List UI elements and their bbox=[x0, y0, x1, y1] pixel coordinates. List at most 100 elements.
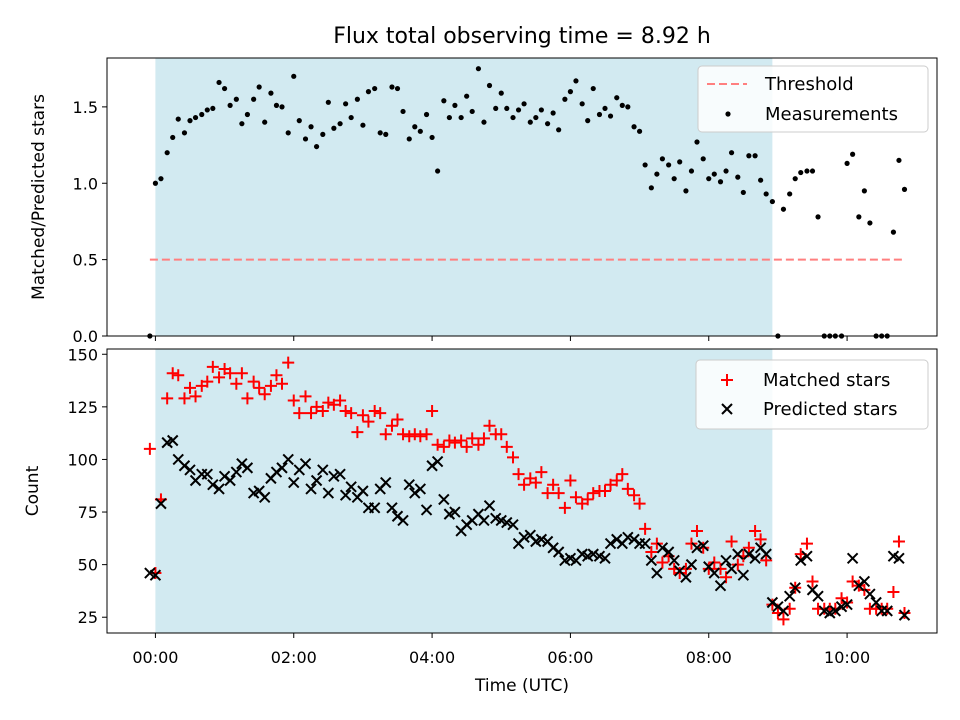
predicted-star-point bbox=[368, 502, 381, 514]
matched-star-point bbox=[483, 419, 496, 432]
top-x-ticks bbox=[154, 336, 848, 341]
top-y-axis-label: Matched/Predicted stars bbox=[29, 94, 49, 300]
matched-star-point bbox=[397, 428, 410, 441]
matched-star-point bbox=[455, 434, 468, 447]
measurement-point bbox=[711, 171, 717, 177]
measurement-point bbox=[700, 156, 706, 162]
bottom-y-tick-label: 50 bbox=[78, 556, 98, 575]
measurement-point bbox=[740, 189, 746, 196]
predicted-star-point bbox=[207, 478, 219, 491]
matched-star-point bbox=[610, 474, 623, 487]
predicted-star-point bbox=[299, 457, 312, 470]
measurement-point bbox=[728, 150, 735, 156]
matched-star-point bbox=[206, 360, 219, 373]
matched-star-point bbox=[172, 369, 185, 382]
measurement-point bbox=[343, 101, 349, 107]
predicted-star-point bbox=[518, 531, 530, 543]
measurement-point bbox=[273, 102, 280, 108]
matched-star-point bbox=[552, 487, 565, 500]
matched-star-point bbox=[645, 546, 658, 559]
matched-star-point bbox=[282, 356, 295, 369]
count-points bbox=[143, 356, 911, 626]
measurement-point bbox=[642, 162, 648, 168]
predicted-star-point bbox=[213, 483, 225, 495]
predicted-star-point bbox=[841, 598, 853, 611]
measurement-point bbox=[498, 90, 504, 96]
measurement-point bbox=[313, 143, 320, 150]
measurement-point bbox=[504, 105, 510, 112]
measurement-point bbox=[596, 111, 603, 118]
matched-star-point bbox=[247, 375, 260, 388]
matched-star-point bbox=[725, 535, 738, 548]
matched-star-point bbox=[391, 413, 404, 426]
predicted-star-point bbox=[420, 504, 433, 516]
matched-star-point bbox=[604, 478, 617, 491]
measurement-point bbox=[856, 214, 862, 220]
matched-star-point bbox=[731, 558, 744, 571]
chart-title: Flux total observing time = 8.92 h bbox=[333, 24, 711, 49]
measurement-point bbox=[677, 159, 683, 165]
predicted-star-point bbox=[386, 502, 398, 514]
measurement-point bbox=[602, 105, 608, 112]
predicted-star-point bbox=[737, 569, 750, 581]
measurement-point bbox=[308, 124, 314, 130]
measurement-point bbox=[666, 162, 672, 168]
measurement-point bbox=[538, 107, 544, 113]
measurements-legend-swatch bbox=[725, 111, 731, 117]
measurement-point bbox=[331, 125, 337, 131]
bottom-y-tick-label: 75 bbox=[78, 503, 98, 522]
matched-star-point bbox=[287, 394, 300, 407]
matched-star-point bbox=[777, 613, 790, 626]
measurement-point bbox=[348, 114, 354, 121]
matched-star-point bbox=[184, 381, 196, 394]
predicted-star-point bbox=[645, 554, 658, 567]
matched-star-point bbox=[477, 432, 490, 445]
measurement-point bbox=[706, 176, 712, 182]
measurement-point bbox=[469, 108, 475, 115]
measurement-point bbox=[688, 168, 695, 174]
predicted-star-point bbox=[604, 537, 617, 550]
predicted-star-point bbox=[414, 483, 427, 495]
matched-star-point bbox=[379, 428, 392, 441]
measurement-point bbox=[354, 96, 360, 102]
predicted-star-point bbox=[403, 478, 415, 491]
measurement-point bbox=[550, 110, 556, 116]
matched-star-point bbox=[569, 491, 582, 504]
matched-star-point bbox=[189, 390, 202, 403]
predicted-star-point bbox=[230, 466, 243, 478]
bottom-y-axis-label: Count bbox=[23, 465, 43, 516]
x-tick-label: 02:00 bbox=[271, 648, 317, 667]
matched-star-point bbox=[356, 409, 369, 422]
matched-star-point bbox=[564, 474, 577, 487]
matched-star-point bbox=[690, 524, 703, 537]
matched-star-point bbox=[673, 567, 686, 580]
predicted-star-point bbox=[276, 462, 288, 474]
measurement-point bbox=[377, 130, 383, 136]
measurement-point bbox=[210, 105, 216, 112]
predicted-star-point bbox=[622, 531, 634, 543]
matched-star-point bbox=[224, 367, 237, 380]
predicted-star-point bbox=[478, 514, 490, 527]
top-y-tick-label: 0.0 bbox=[73, 327, 98, 346]
predicted-star-point bbox=[697, 539, 709, 552]
measurement-point bbox=[780, 206, 787, 212]
predicted-star-point bbox=[357, 485, 369, 497]
predicted-star-point bbox=[639, 537, 651, 550]
predicted-star-point bbox=[587, 548, 599, 560]
measurement-point bbox=[175, 116, 181, 122]
matched-star-point bbox=[258, 388, 271, 401]
predicted-star-point bbox=[438, 493, 450, 506]
matched-star-point bbox=[201, 375, 214, 388]
predicted-star-point bbox=[795, 554, 807, 567]
measurement-point bbox=[389, 84, 395, 90]
matched-star-point bbox=[431, 438, 444, 451]
measurement-point bbox=[227, 102, 233, 108]
measurement-point bbox=[423, 111, 430, 118]
top-panel: 0.0 0.5 1.0 1.5 Matched/Predicted stars Thr… bbox=[29, 57, 938, 346]
top-legend: Threshold Measurements bbox=[697, 65, 929, 133]
predicted-star-point bbox=[155, 497, 167, 510]
measurement-point bbox=[429, 134, 435, 141]
measurement-point bbox=[251, 96, 257, 102]
predicted-star-point bbox=[662, 546, 675, 558]
predicted-star-point bbox=[720, 554, 732, 567]
